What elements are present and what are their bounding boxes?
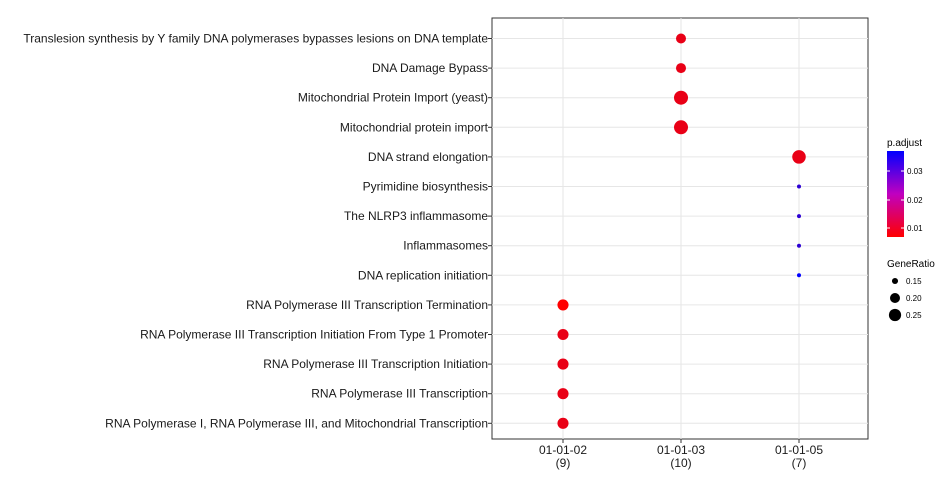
x-tick-count: (9) — [556, 456, 571, 470]
x-axis-labels: 01-01-02(9) 01-01-03(10) 01-01-05(7) — [539, 439, 823, 470]
x-tick-label: 01-01-02 — [539, 443, 587, 457]
data-point — [797, 184, 801, 189]
data-point — [674, 90, 688, 105]
y-tick-label: DNA Damage Bypass — [372, 61, 488, 75]
y-tick-label: DNA strand elongation — [368, 150, 488, 164]
size-legend-dot — [891, 277, 899, 285]
x-tick-label: 01-01-03 — [657, 443, 705, 457]
x-tick-count: (7) — [792, 456, 807, 470]
color-bar — [887, 151, 904, 237]
y-tick-label: RNA Polymerase III Transcription Initiat… — [140, 328, 488, 342]
data-point — [797, 273, 801, 278]
y-tick-label: RNA Polymerase III Transcription Termina… — [246, 298, 488, 312]
data-point — [797, 214, 801, 219]
color-legend: p.adjust 0.03 0.02 0.01 — [887, 138, 923, 237]
y-tick-label: Mitochondrial protein import — [340, 120, 489, 134]
data-point — [557, 417, 569, 429]
y-tick-label: RNA Polymerase III Transcription Initiat… — [263, 357, 488, 371]
size-legend-tick-label: 0.25 — [906, 311, 922, 320]
y-tick-label: Translesion synthesis by Y family DNA po… — [23, 32, 488, 46]
y-tick-label: Mitochondrial Protein Import (yeast) — [298, 91, 488, 105]
data-point — [675, 63, 687, 74]
y-tick-label: RNA Polymerase I, RNA Polymerase III, an… — [105, 416, 488, 430]
y-tick-label: Pyrimidine biosynthesis — [363, 180, 488, 194]
data-point — [557, 358, 569, 370]
y-tick-label: The NLRP3 inflammasome — [344, 209, 488, 223]
size-legend-tick-label: 0.20 — [906, 294, 922, 303]
size-legend: GeneRatio 0.15 0.20 0.25 — [887, 259, 935, 322]
y-tick-label: DNA replication initiation — [358, 268, 488, 282]
plot-panel — [491, 17, 869, 440]
panel-border — [491, 17, 869, 440]
color-legend-tick-label: 0.03 — [907, 167, 923, 176]
data-point — [674, 120, 688, 135]
y-tick-label: RNA Polymerase III Transcription — [311, 387, 488, 401]
data-point — [675, 33, 687, 44]
data-point — [557, 299, 569, 311]
y-tick-label: Inflammasomes — [403, 239, 488, 253]
data-point — [797, 243, 801, 248]
y-axis-labels: Translesion synthesis by Y family DNA po… — [23, 32, 492, 430]
data-point — [792, 150, 806, 164]
color-legend-tick-label: 0.01 — [907, 224, 923, 233]
size-legend-title: GeneRatio — [887, 259, 935, 270]
data-point — [557, 388, 569, 400]
size-legend-dot — [888, 308, 902, 322]
data-points — [557, 33, 806, 429]
size-legend-tick-label: 0.15 — [906, 277, 922, 286]
data-point — [557, 328, 569, 341]
color-legend-tick-label: 0.02 — [907, 196, 923, 205]
x-tick-count: (10) — [670, 456, 691, 470]
x-tick-label: 01-01-05 — [775, 443, 823, 457]
size-legend-dot — [889, 292, 901, 304]
color-legend-title: p.adjust — [887, 138, 922, 149]
